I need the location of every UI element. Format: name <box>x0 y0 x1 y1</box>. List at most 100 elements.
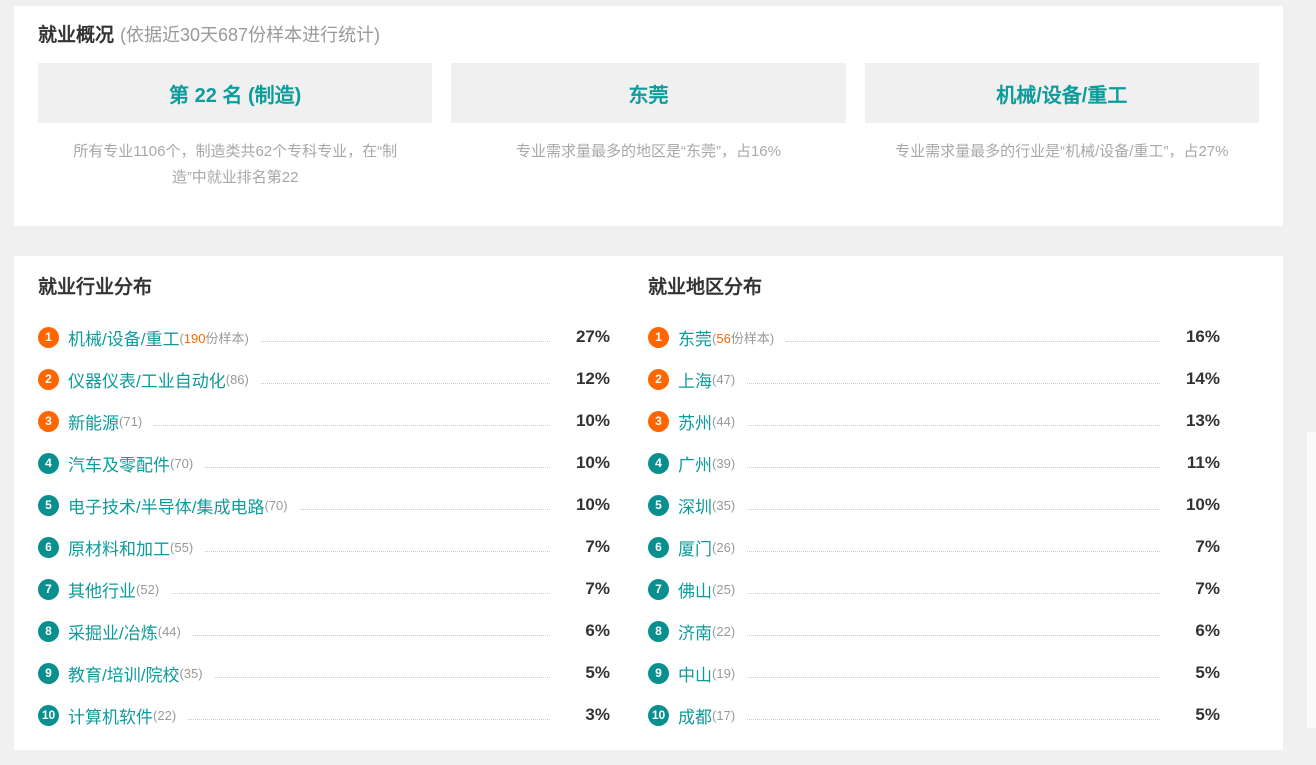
rank-badge: 9 <box>648 662 669 684</box>
rank-badge: 6 <box>648 536 669 558</box>
list-item: 7 佛山 (25) 7% <box>648 568 1220 610</box>
industry-link[interactable]: 原材料和加工 <box>68 539 170 559</box>
list-item: 4 汽车及零配件 (70) 10% <box>38 442 610 484</box>
rank-badge: 5 <box>38 494 59 516</box>
dotted-leader <box>205 466 550 468</box>
dotted-leader <box>205 550 550 552</box>
dotted-leader <box>786 340 1160 342</box>
sample-count: (86) <box>225 371 249 387</box>
city-link[interactable]: 成都 <box>678 707 712 727</box>
city-link[interactable]: 广州 <box>678 455 712 475</box>
percent-value: 7% <box>1195 579 1220 598</box>
city-link[interactable]: 济南 <box>678 623 712 643</box>
percent-value: 10% <box>575 453 610 472</box>
percent-value: 12% <box>575 369 610 388</box>
overview-title-row: 就业概况 (依据近30天687份样本进行统计) <box>38 20 1259 47</box>
industry-link[interactable]: 仪器仪表/工业自动化 <box>68 371 226 391</box>
region-distribution-title: 就业地区分布 <box>648 277 763 298</box>
list-item: 7 其他行业 (52) 7% <box>38 568 610 610</box>
dotted-leader <box>154 424 550 426</box>
percent-value: 7% <box>585 579 610 598</box>
overview-cards: 第 22 名 (制造) 所有专业1106个，制造类共62个专科专业，在“制造”中… <box>38 63 1259 192</box>
sample-count: (55) <box>170 539 194 555</box>
city-link[interactable]: 深圳 <box>678 497 712 517</box>
top-city-card-title[interactable]: 东莞 <box>628 84 669 107</box>
percent-value: 16% <box>1185 327 1220 346</box>
rank-badge: 8 <box>38 620 59 642</box>
list-item: 2 仪器仪表/工业自动化 (86) 12% <box>38 358 610 400</box>
percent-value: 14% <box>1185 369 1220 388</box>
sample-count: (22) <box>153 707 177 723</box>
industry-list: 1 机械/设备/重工 (190份样本) 27% 2 仪器仪表/工业自动化 (86) 12% 3 新… <box>38 316 610 736</box>
rank-badge: 1 <box>38 326 59 348</box>
city-link[interactable]: 东莞 <box>678 329 712 349</box>
region-distribution: 就业地区分布 1 东莞 (56份样本) 16% 2 上海 (47) 14% 3 苏州 (44) 13%… <box>648 274 1220 736</box>
list-item: 1 机械/设备/重工 (190份样本) 27% <box>38 316 610 358</box>
city-link[interactable]: 苏州 <box>678 413 712 433</box>
top-city-card-desc: 专业需求量最多的地区是“东莞”，占16% <box>515 143 781 160</box>
rank-badge: 1 <box>648 326 669 348</box>
rank-card: 第 22 名 (制造) 所有专业1106个，制造类共62个专科专业，在“制造”中… <box>38 63 433 192</box>
region-list: 1 东莞 (56份样本) 16% 2 上海 (47) 14% 3 苏州 (44) 13% 4 广州 (39)… <box>648 316 1220 736</box>
industry-link[interactable]: 电子技术/半导体/集成电路 <box>68 497 265 517</box>
industry-link[interactable]: 计算机软件 <box>68 707 153 727</box>
sample-count: (39) <box>712 455 736 471</box>
top-industry-card: 机械/设备/重工 专业需求量最多的行业是“机械/设备/重工”，占27% <box>864 63 1259 192</box>
industry-link[interactable]: 其他行业 <box>68 581 136 601</box>
rank-badge: 4 <box>648 452 669 474</box>
industry-link[interactable]: 机械/设备/重工 <box>68 329 180 349</box>
sample-count: (52) <box>136 581 160 597</box>
list-item: 3 苏州 (44) 13% <box>648 400 1220 442</box>
top-industry-card-header: 机械/设备/重工 <box>864 63 1259 123</box>
top-industry-card-title[interactable]: 机械/设备/重工 <box>996 84 1128 107</box>
rank-badge: 10 <box>38 704 59 726</box>
employment-overview-panel: 就业概况 (依据近30天687份样本进行统计) 第 22 名 (制造) 所有专业… <box>14 6 1283 226</box>
industry-distribution-title: 就业行业分布 <box>38 277 153 298</box>
percent-value: 13% <box>1185 411 1220 430</box>
sample-count: (44) <box>712 413 736 429</box>
rank-badge: 8 <box>648 620 669 642</box>
percent-value: 6% <box>1195 621 1220 640</box>
rank-badge: 7 <box>648 578 669 600</box>
industry-distribution: 就业行业分布 1 机械/设备/重工 (190份样本) 27% 2 仪器仪表/工业自动化 (8… <box>38 274 610 736</box>
dotted-leader <box>214 676 550 678</box>
top-industry-card-desc: 专业需求量最多的行业是“机械/设备/重工”，占27% <box>895 143 1229 160</box>
distribution-columns: 就业行业分布 1 机械/设备/重工 (190份样本) 27% 2 仪器仪表/工业自动化 (8… <box>38 274 1259 736</box>
city-link[interactable]: 上海 <box>678 371 712 391</box>
rank-badge: 6 <box>38 536 59 558</box>
sample-count: (17) <box>712 707 736 723</box>
sample-count: (47) <box>712 371 736 387</box>
sample-count: (26) <box>712 539 736 555</box>
dotted-leader <box>747 550 1160 552</box>
list-item: 8 济南 (22) 6% <box>648 610 1220 652</box>
industry-link[interactable]: 教育/培训/院校 <box>68 665 180 685</box>
dotted-leader <box>747 466 1160 468</box>
list-item: 3 新能源 (71) 10% <box>38 400 610 442</box>
industry-link[interactable]: 采掘业/冶炼 <box>68 623 158 643</box>
industry-link[interactable]: 新能源 <box>68 413 119 433</box>
list-item: 8 采掘业/冶炼 (44) 6% <box>38 610 610 652</box>
dotted-leader <box>747 634 1160 636</box>
right-edge-sliver <box>1307 432 1316 728</box>
list-item: 1 东莞 (56份样本) 16% <box>648 316 1220 358</box>
percent-value: 5% <box>585 663 610 682</box>
industry-link[interactable]: 汽车及零配件 <box>68 455 170 475</box>
city-link[interactable]: 佛山 <box>678 581 712 601</box>
list-item: 4 广州 (39) 11% <box>648 442 1220 484</box>
list-item: 2 上海 (47) 14% <box>648 358 1220 400</box>
dotted-leader <box>188 718 550 720</box>
sample-count: (71) <box>119 413 143 429</box>
dotted-leader <box>747 508 1160 510</box>
sample-count: (44) <box>157 623 181 639</box>
percent-value: 6% <box>585 621 610 640</box>
percent-value: 10% <box>1185 495 1220 514</box>
dotted-leader <box>299 508 550 510</box>
sample-count: (22) <box>712 623 736 639</box>
city-link[interactable]: 厦门 <box>678 539 712 559</box>
percent-value: 7% <box>1195 537 1220 556</box>
list-item: 5 深圳 (35) 10% <box>648 484 1220 526</box>
city-link[interactable]: 中山 <box>678 665 712 685</box>
rank-card-title[interactable]: 第 22 名 (制造) <box>169 84 302 107</box>
rank-badge: 7 <box>38 578 59 600</box>
sample-count: (35) <box>179 665 203 681</box>
